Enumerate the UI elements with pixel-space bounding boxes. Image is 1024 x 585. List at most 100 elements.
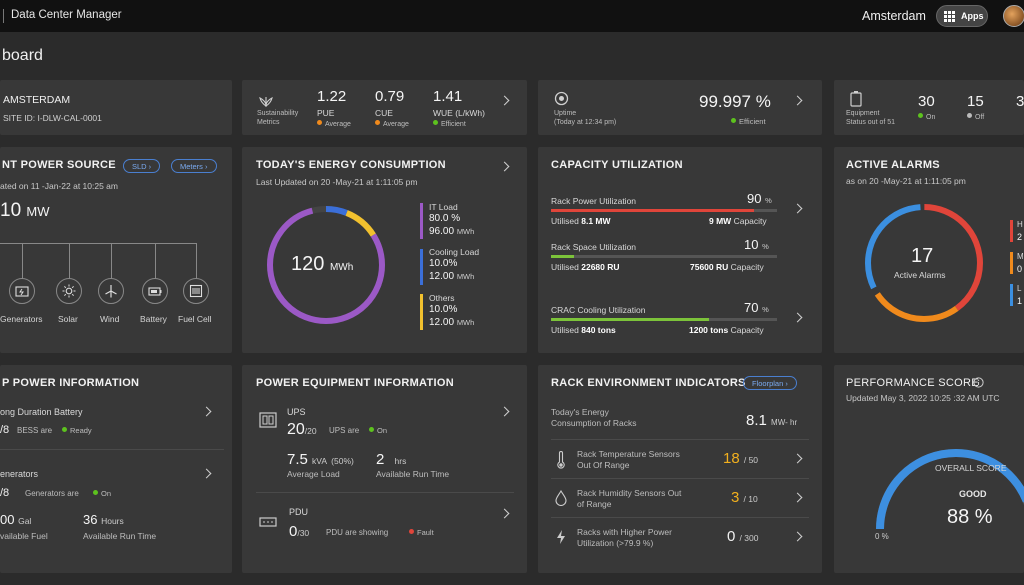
battery-status: Ready	[62, 426, 92, 435]
equipment-off-count: 15	[967, 93, 984, 110]
lightning-icon	[557, 530, 565, 544]
chevron-right-icon[interactable]	[792, 203, 803, 214]
chevron-right-icon[interactable]	[792, 95, 803, 106]
high-legend-value: 2	[1017, 232, 1023, 242]
chevron-right-icon[interactable]	[792, 312, 803, 323]
generator-icon	[15, 286, 29, 297]
donut-segment	[267, 206, 385, 324]
generators-desc: Generators are	[25, 489, 79, 498]
pdu-icon	[259, 517, 277, 527]
floorplan-button[interactable]: Floorplan ›	[743, 376, 797, 390]
fuel-cell-source[interactable]	[183, 278, 209, 304]
rack-power-bar-fill	[551, 209, 755, 212]
meters-button[interactable]: Meters ›	[171, 159, 217, 173]
generators-count: /8	[0, 487, 10, 499]
fuel-cell-label: Fuel Cell	[178, 314, 212, 324]
chevron-right-icon[interactable]	[499, 161, 510, 172]
status-dot	[967, 113, 972, 118]
chevron-right-icon[interactable]	[499, 406, 510, 417]
battery-source[interactable]	[142, 278, 168, 304]
high-legend-bar	[1010, 220, 1013, 242]
chevron-right-icon[interactable]	[499, 508, 510, 519]
crac-cooling-bar-fill	[551, 318, 710, 321]
chevron-right-icon[interactable]	[792, 453, 803, 464]
apps-button[interactable]: Apps	[936, 5, 988, 27]
generators-row-name: enerators	[0, 469, 39, 479]
rack-space-capacity: 75600 RU Capacity	[690, 262, 764, 272]
cue-value: 0.79	[375, 88, 405, 105]
chevron-right-icon[interactable]	[201, 468, 212, 479]
performance-score-card: PERFORMANCE SCORE Updated May 3, 2022 10…	[834, 365, 1024, 573]
wue-status: Efficient	[433, 120, 466, 128]
fuel-value: 00 Gal	[0, 512, 32, 527]
equipment-label-1: Equipment	[846, 110, 880, 117]
uptime-card[interactable]: Uptime (Today at 12:34 pm) 99.997 % Effi…	[538, 80, 822, 135]
score-grade: GOOD	[959, 489, 987, 499]
chevron-right-icon[interactable]	[201, 406, 212, 417]
rack-environment-card: RACK ENVIRONMENT INDICATORS Floorplan › …	[538, 365, 822, 573]
equipment-label-2: Status out of 51	[846, 119, 896, 126]
pdu-status: Fault	[409, 528, 434, 537]
it-load-pct: 80.0 %	[429, 213, 461, 224]
wind-turbine-icon	[105, 285, 117, 298]
energy-total: 120 MWh	[291, 253, 354, 275]
leaf-icon	[259, 96, 273, 108]
chevron-right-icon[interactable]	[499, 95, 510, 106]
rack-space-bar	[551, 255, 777, 258]
sustainability-card[interactable]: Sustainability Metrics 1.22 PUE Average …	[242, 80, 527, 135]
equipment-status-card[interactable]: Equipment Status out of 51 30 On 15 Off …	[834, 80, 1024, 135]
site-selector[interactable]: Amsterdam	[862, 9, 926, 23]
cue-label: CUE	[375, 108, 393, 118]
rack-energy-label-2: Consumption of Racks	[551, 418, 637, 428]
pdu-count: 0/30	[289, 523, 310, 540]
score-value: 88 %	[947, 506, 993, 528]
energy-consumption-card: TODAY'S ENERGY CONSUMPTION Last Updated …	[242, 147, 527, 353]
alarms-count: 17	[911, 245, 934, 267]
tree-line	[0, 243, 197, 244]
chevron-right-icon[interactable]	[792, 492, 803, 503]
high-power-value: 0 / 300	[727, 528, 759, 545]
wind-label: Wind	[100, 314, 120, 324]
low-legend-value: 1	[1017, 296, 1023, 306]
ups-icon	[259, 412, 277, 428]
chevron-right-icon[interactable]	[792, 531, 803, 542]
battery-count: /8	[0, 424, 10, 436]
ups-status: On	[369, 426, 387, 435]
wind-source[interactable]	[98, 278, 124, 304]
tree-line	[155, 243, 156, 279]
ups-count: 20/20	[287, 421, 317, 438]
alarms-title: ACTIVE ALARMS	[846, 159, 940, 171]
high-legend-letter: H	[1017, 220, 1023, 229]
cooling-load-legend-bar	[420, 249, 423, 285]
sld-button[interactable]: SLD ›	[123, 159, 161, 173]
energy-updated: Last Updated on 20 -May-21 at 1:11:05 pm	[256, 177, 418, 187]
solar-source[interactable]	[56, 278, 82, 304]
status-dot	[918, 113, 923, 118]
performance-title: PERFORMANCE SCORE	[846, 377, 979, 389]
user-avatar[interactable]	[1003, 5, 1024, 27]
title-separator	[3, 9, 4, 23]
pue-label: PUE	[317, 108, 335, 118]
page-title: board	[2, 47, 43, 64]
generator-source[interactable]	[9, 278, 35, 304]
rack-power-pct: 90 %	[747, 191, 772, 206]
temp-sensors-value: 18 / 50	[723, 450, 759, 467]
info-icon[interactable]	[973, 377, 984, 388]
it-load-legend-bar	[420, 203, 423, 239]
high-alarm-arc	[865, 204, 983, 322]
cue-status: Average	[375, 120, 409, 128]
cooling-load-pct: 10.0%	[429, 258, 458, 269]
top-bar: Data Center Manager Amsterdam Apps	[0, 0, 1024, 32]
low-legend-letter: L	[1017, 284, 1022, 293]
power-equipment-card: POWER EQUIPMENT INFORMATION UPS 20/20 UP…	[242, 365, 527, 573]
pue-value: 1.22	[317, 88, 347, 105]
overall-score-label: OVERALL SCORE	[935, 463, 1007, 473]
ups-name: UPS	[287, 407, 306, 417]
divider	[551, 517, 809, 518]
performance-updated: Updated May 3, 2022 10:25 :32 AM UTC	[846, 393, 1000, 403]
tree-line	[196, 243, 197, 279]
backup-runtime-value: 36 Hours	[83, 512, 124, 527]
pue-status: Average	[317, 120, 351, 128]
solar-label: Solar	[58, 314, 78, 324]
rack-power-capacity: 9 MW Capacity	[709, 216, 767, 226]
